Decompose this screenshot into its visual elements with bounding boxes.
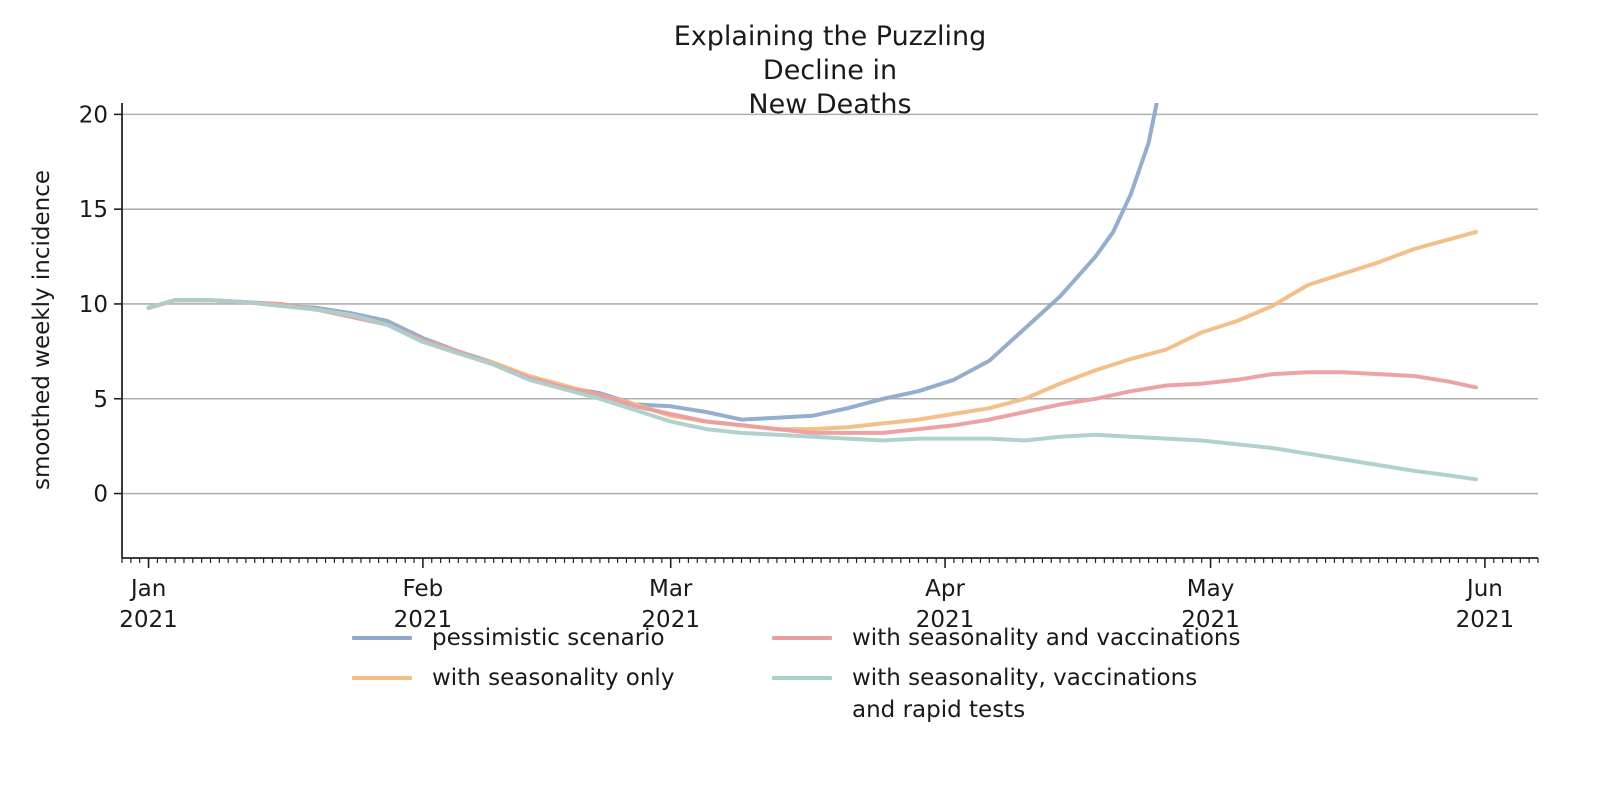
y-tick-label: 5 — [93, 387, 108, 413]
legend-label: with seasonality, vaccinations and rapid… — [852, 665, 1198, 723]
legend-label: with seasonality and vaccinations — [852, 625, 1241, 651]
legend-item: with seasonality and vaccinations — [772, 622, 1240, 654]
legend-swatch — [772, 676, 832, 680]
x-tick-label: May 2021 — [1181, 576, 1240, 633]
series-line-1 — [146, 103, 1159, 422]
legend-label: pessimistic scenario — [432, 625, 665, 651]
legend-swatch — [772, 636, 832, 640]
x-tick-label: Jun 2021 — [1456, 576, 1515, 633]
legend-label: with seasonality only — [432, 665, 675, 691]
legend-swatch — [352, 636, 412, 640]
x-tick-label: Mar 2021 — [641, 576, 700, 633]
series-line-3 — [146, 298, 1478, 435]
chart-title: Explaining the Puzzling Decline in New D… — [673, 21, 987, 120]
series-line-4 — [146, 298, 1478, 482]
x-tick-label: Apr 2021 — [916, 576, 975, 633]
y-tick-label: 0 — [93, 482, 108, 508]
legend-swatch — [352, 676, 412, 680]
y-tick-label: 10 — [79, 292, 108, 318]
x-tick-label: Feb 2021 — [394, 576, 453, 633]
x-tick-label: Jan 2021 — [119, 576, 178, 633]
legend-item: pessimistic scenario — [352, 622, 665, 654]
legend-item: with seasonality only — [352, 662, 674, 694]
y-tick-label: 15 — [79, 197, 108, 223]
y-tick-label: 20 — [79, 102, 108, 128]
y-axis-label: smoothed weekly incidence — [29, 169, 55, 491]
legend-item: with seasonality, vaccinations and rapid… — [772, 662, 1197, 726]
chart-legend: pessimistic scenario with seasonality onl… — [352, 622, 1332, 742]
